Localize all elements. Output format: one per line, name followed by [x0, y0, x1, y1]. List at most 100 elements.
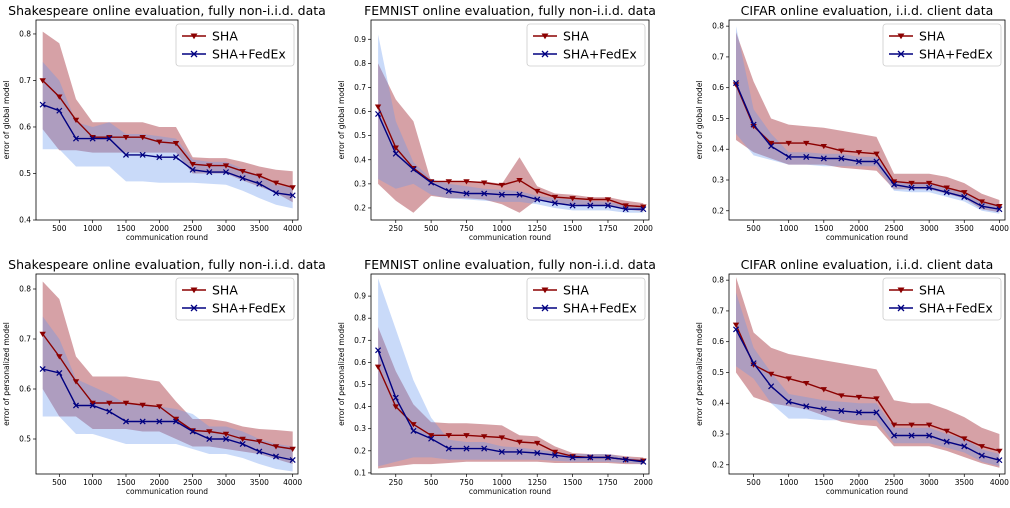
- y-tick-label: 0.7: [354, 336, 366, 345]
- chart-panel-3: CIFAR online evaluation, i.i.d. client d…: [674, 0, 1010, 254]
- x-tick-label: 1750: [598, 224, 617, 233]
- x-tick-label: 2000: [150, 478, 169, 487]
- data-point-sha: [392, 404, 399, 410]
- series-line-sha-fedex: [735, 329, 1000, 461]
- y-tick-label: 0.2: [354, 446, 366, 455]
- x-tick-label: 1000: [779, 224, 798, 233]
- legend-box: [175, 23, 295, 67]
- data-point-sha-fedex: [463, 190, 470, 197]
- data-point-sha-fedex: [289, 192, 296, 199]
- data-point-sha: [39, 78, 46, 84]
- y-axis-label: error of global model: [337, 81, 346, 160]
- y-tick-label: 0.6: [354, 107, 366, 116]
- data-point-sha: [256, 173, 263, 179]
- x-tick-label: 1250: [528, 478, 547, 487]
- data-point-sha: [943, 428, 950, 434]
- x-tick-label: 500: [746, 224, 761, 233]
- chart-svg: FEMNIST online evaluation, fully non-i.i…: [337, 257, 656, 496]
- confidence-band-sha-fedex: [42, 316, 293, 472]
- data-point-sha-fedex: [640, 206, 647, 213]
- y-tick-label: 0.5: [354, 380, 366, 389]
- y-tick-label: 0.6: [19, 122, 31, 131]
- chart-title: FEMNIST online evaluation, fully non-i.i…: [364, 3, 656, 18]
- x-tick-label: 500: [424, 224, 439, 233]
- data-point-sha-fedex: [445, 445, 452, 452]
- series-line-sha-fedex: [735, 82, 1000, 210]
- data-point-sha: [427, 433, 435, 439]
- data-point-sha-fedex: [855, 158, 862, 165]
- data-point-sha-fedex: [820, 406, 827, 413]
- confidence-band-sha: [42, 31, 293, 203]
- chart-title: CIFAR online evaluation, i.i.d. client d…: [741, 3, 994, 18]
- x-tick-label: 500: [52, 224, 67, 233]
- y-tick-label: 0.7: [712, 306, 724, 315]
- data-point-sha: [534, 440, 541, 447]
- data-point-sha-fedex: [516, 448, 523, 455]
- x-tick-label: 2000: [634, 478, 653, 487]
- legend-box: [526, 23, 646, 67]
- data-point-sha-fedex: [785, 398, 792, 405]
- plot-frame: [370, 273, 650, 475]
- data-point-sha-fedex: [732, 80, 740, 87]
- data-point-sha-fedex: [172, 418, 180, 425]
- data-point-sha-fedex: [622, 206, 629, 213]
- data-point-sha: [72, 379, 80, 385]
- data-point-sha-fedex: [750, 121, 757, 128]
- y-tick-label: 0.8: [712, 276, 724, 285]
- data-point-sha-fedex: [463, 445, 470, 452]
- data-point-sha-fedex: [428, 179, 435, 186]
- data-point-sha: [908, 422, 915, 428]
- legend: SHA SHA+FedEx: [526, 23, 646, 67]
- data-point-sha: [139, 402, 146, 408]
- series-line-sha-fedex: [42, 368, 293, 461]
- data-point-sha-fedex: [873, 158, 880, 165]
- data-point-sha-fedex: [72, 402, 80, 409]
- y-tick-label: 0.8: [712, 22, 724, 31]
- x-tick-label: 1500: [116, 478, 135, 487]
- data-point-sha-fedex: [516, 191, 523, 198]
- data-point-sha: [39, 331, 46, 337]
- chart-svg: FEMNIST online evaluation, fully non-i.i…: [337, 3, 656, 242]
- data-point-sha-fedex: [375, 347, 382, 354]
- data-point-sha-fedex: [56, 107, 63, 114]
- chart-svg: Shakespeare online evaluation, fully non…: [2, 3, 326, 242]
- y-tick-label: 0.4: [19, 216, 31, 225]
- y-tick-label: 0.4: [354, 155, 366, 164]
- legend-marker-sha: [897, 287, 905, 294]
- data-point-sha-fedex: [410, 427, 417, 434]
- x-tick-label: 750: [459, 478, 474, 487]
- data-point-sha: [272, 180, 280, 186]
- data-point-sha: [272, 444, 280, 450]
- data-point-sha: [56, 94, 63, 100]
- data-point-sha-fedex: [926, 432, 933, 439]
- data-point-sha-fedex: [445, 188, 452, 195]
- data-point-sha: [767, 140, 775, 147]
- data-point-sha: [732, 322, 740, 328]
- chart-panel-2: FEMNIST online evaluation, fully non-i.i…: [337, 0, 674, 254]
- chart-panel-5: FEMNIST online evaluation, fully non-i.i…: [337, 254, 674, 508]
- y-tick-label: 0.9: [354, 292, 366, 301]
- data-point-sha-fedex: [239, 440, 246, 448]
- data-point-sha: [803, 381, 810, 387]
- data-point-sha-fedex: [640, 458, 647, 465]
- plot-frame: [728, 19, 1006, 221]
- data-point-sha-fedex: [855, 409, 862, 416]
- x-tick-label: 1500: [814, 478, 833, 487]
- x-tick-label: 4000: [283, 478, 302, 487]
- y-tick-label: 0.4: [712, 145, 724, 154]
- data-point-sha: [256, 439, 263, 445]
- x-tick-label: 1000: [492, 224, 511, 233]
- confidence-band-sha-fedex: [736, 292, 1000, 467]
- legend-label: SHA+FedEx: [919, 47, 993, 62]
- legend: SHA SHA+FedEx: [175, 277, 295, 321]
- data-point-sha: [855, 150, 863, 156]
- data-point-sha-fedex: [604, 454, 611, 461]
- data-point-sha: [890, 422, 898, 428]
- y-tick-label: 0.2: [354, 203, 366, 212]
- data-point-sha: [222, 431, 230, 437]
- data-point-sha-fedex: [534, 196, 541, 203]
- x-tick-label: 1500: [563, 224, 582, 233]
- x-tick-label: 2500: [884, 224, 903, 233]
- y-tick-label: 0.2: [712, 206, 724, 215]
